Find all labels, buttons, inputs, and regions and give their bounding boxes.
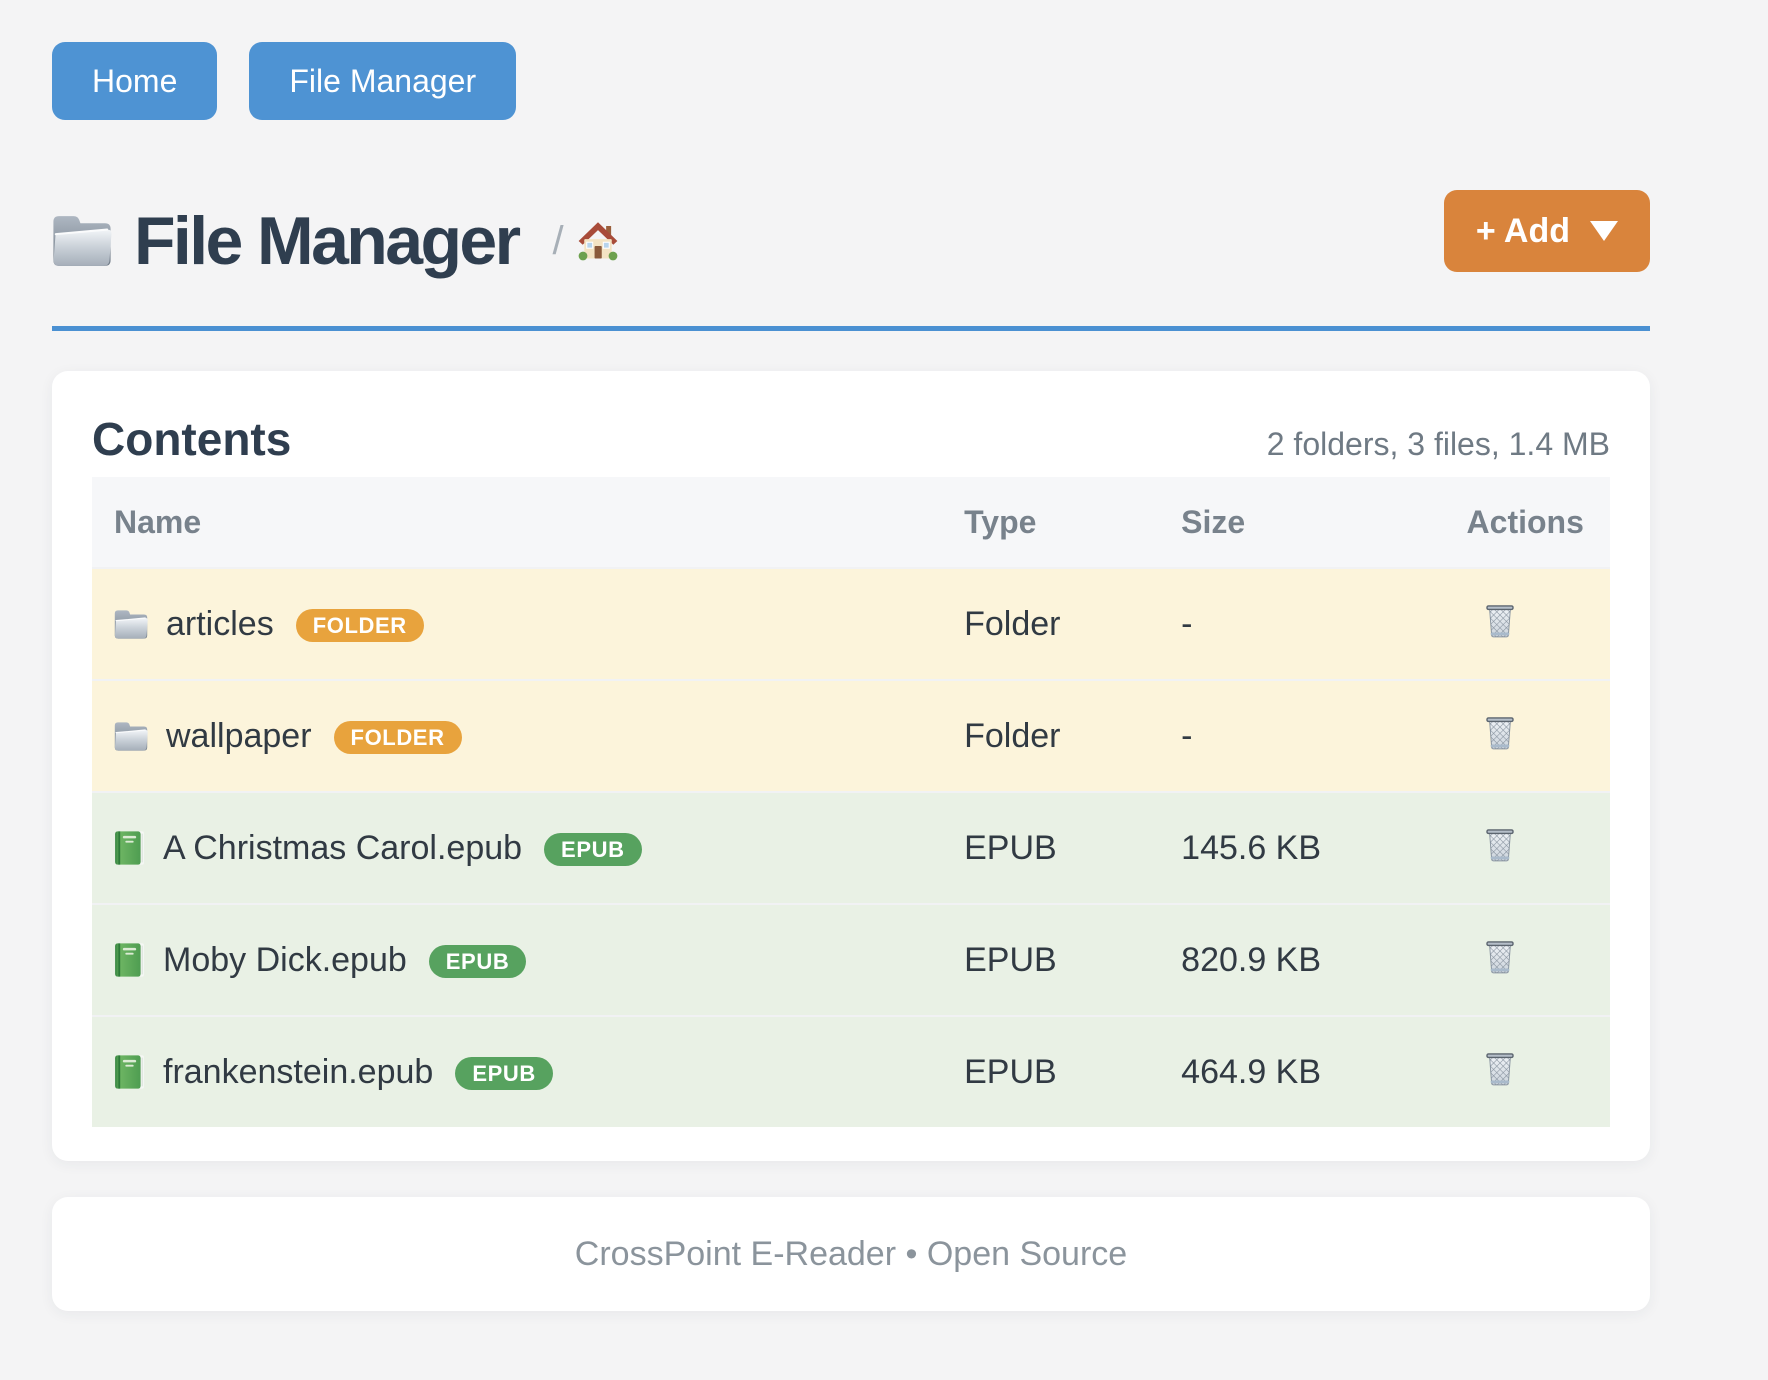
name-cell: wallpaper FOLDER <box>92 679 943 791</box>
trash-icon <box>1483 602 1517 638</box>
file-manager-button[interactable]: File Manager <box>249 42 517 120</box>
type-badge: FOLDER <box>295 608 424 642</box>
name-cell: Moby Dick.epub EPUB <box>92 903 943 1015</box>
footer-text: CrossPoint E-Reader • Open Source <box>574 1234 1128 1273</box>
delete-button[interactable] <box>1483 714 1517 750</box>
page-header: File Manager / + Add <box>52 190 1650 282</box>
type-badge: EPUB <box>428 944 527 978</box>
column-header-name: Name <box>92 477 943 567</box>
contents-summary: 2 folders, 3 files, 1.4 MB <box>1266 426 1610 462</box>
add-button-label: + Add <box>1475 212 1570 250</box>
green-book-icon <box>114 830 145 866</box>
home-button[interactable]: Home <box>52 42 218 120</box>
type-badge: FOLDER <box>333 720 462 754</box>
file-name[interactable]: frankenstein.epub <box>163 1052 434 1091</box>
table-row[interactable]: Moby Dick.epub EPUB EPUB 820.9 KB <box>92 903 1610 1015</box>
size-cell: - <box>1159 679 1445 791</box>
type-cell: EPUB <box>942 1015 1160 1127</box>
actions-cell <box>1444 567 1610 679</box>
size-cell: 145.6 KB <box>1159 791 1445 903</box>
delete-button[interactable] <box>1483 826 1517 862</box>
table-row[interactable]: wallpaper FOLDER Folder - <box>92 679 1610 791</box>
column-header-size: Size <box>1159 477 1445 567</box>
delete-button[interactable] <box>1483 938 1517 974</box>
size-cell: 820.9 KB <box>1159 903 1445 1015</box>
caret-down-icon <box>1590 221 1618 241</box>
actions-cell <box>1444 791 1610 903</box>
green-book-icon <box>114 942 145 978</box>
folder-icon <box>52 213 112 269</box>
folder-icon <box>114 721 148 752</box>
type-cell: EPUB <box>942 903 1160 1015</box>
add-button[interactable]: + Add <box>1443 190 1650 272</box>
title-divider <box>52 326 1650 331</box>
contents-card-header: Contents 2 folders, 3 files, 1.4 MB <box>92 411 1610 467</box>
breadcrumb: / <box>552 200 617 282</box>
delete-button[interactable] <box>1483 602 1517 638</box>
contents-card: Contents 2 folders, 3 files, 1.4 MB Name… <box>52 371 1650 1161</box>
trash-icon <box>1483 714 1517 750</box>
type-badge: EPUB <box>544 832 642 866</box>
actions-cell <box>1444 1015 1610 1127</box>
type-cell: Folder <box>942 679 1160 791</box>
column-header-actions: Actions <box>1444 477 1610 567</box>
actions-cell <box>1444 679 1610 791</box>
file-table: Name Type Size Actions articles FOLDER F… <box>92 477 1610 1127</box>
home-icon[interactable] <box>578 221 618 261</box>
contents-title: Contents <box>92 413 292 465</box>
footer-card: CrossPoint E-Reader • Open Source <box>52 1197 1650 1311</box>
header-row: Name Type Size Actions <box>92 477 1610 567</box>
delete-button[interactable] <box>1483 1050 1517 1086</box>
table-row[interactable]: A Christmas Carol.epub EPUB EPUB 145.6 K… <box>92 791 1610 903</box>
trash-icon <box>1483 938 1517 974</box>
name-cell: A Christmas Carol.epub EPUB <box>92 791 943 903</box>
table-row[interactable]: articles FOLDER Folder - <box>92 567 1610 679</box>
type-badge: EPUB <box>455 1056 553 1090</box>
page-title: File Manager / <box>52 200 618 282</box>
file-name[interactable]: A Christmas Carol.epub <box>163 828 523 867</box>
page-container: Home File Manager File Manager / + Add C… <box>52 0 1650 1311</box>
size-cell: 464.9 KB <box>1159 1015 1445 1127</box>
green-book-icon <box>114 1054 145 1090</box>
column-header-type: Type <box>942 477 1160 567</box>
size-cell: - <box>1159 567 1445 679</box>
top-navigation: Home File Manager <box>52 42 1650 120</box>
file-table-body: articles FOLDER Folder - wallpaper FOLDE… <box>92 567 1610 1127</box>
trash-icon <box>1483 826 1517 862</box>
actions-cell <box>1444 903 1610 1015</box>
name-cell: frankenstein.epub EPUB <box>92 1015 943 1127</box>
name-cell: articles FOLDER <box>92 567 943 679</box>
file-table-head: Name Type Size Actions <box>92 477 1610 567</box>
type-cell: EPUB <box>942 791 1160 903</box>
file-name[interactable]: articles <box>166 604 274 643</box>
table-row[interactable]: frankenstein.epub EPUB EPUB 464.9 KB <box>92 1015 1610 1127</box>
trash-icon <box>1483 1050 1517 1086</box>
breadcrumb-separator: / <box>552 219 564 263</box>
page-title-text: File Manager <box>134 203 521 279</box>
type-cell: Folder <box>942 567 1160 679</box>
file-name[interactable]: wallpaper <box>166 716 312 755</box>
file-name[interactable]: Moby Dick.epub <box>163 940 407 979</box>
folder-icon <box>114 609 148 640</box>
